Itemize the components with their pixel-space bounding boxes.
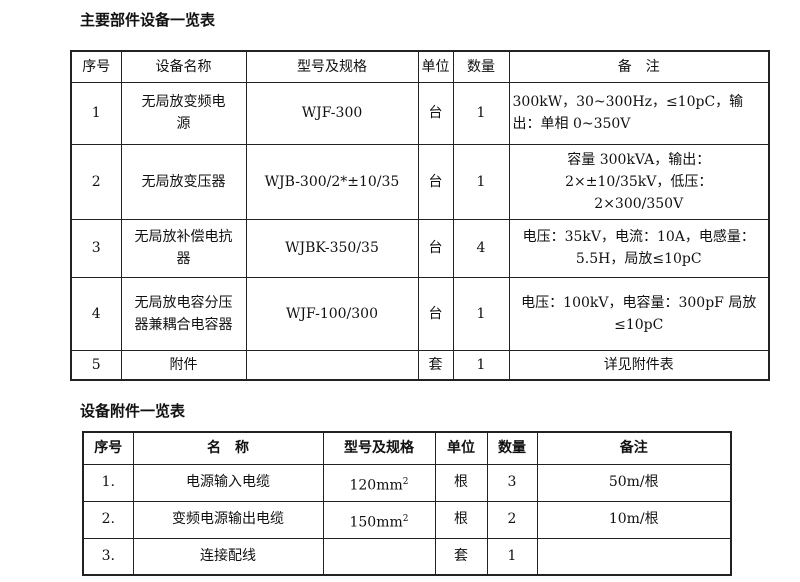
cell-qty: 1 [452, 349, 510, 381]
cell-unit: 台 [417, 143, 454, 220]
cell-model: WJBK-350/35 [245, 218, 419, 278]
cell-name: 无局放补偿电抗器 [120, 218, 247, 278]
cell-name: 连接配线 [132, 537, 324, 576]
header-cell: 序号 [70, 50, 122, 83]
cell-unit: 套 [434, 537, 488, 576]
cell-model [322, 537, 436, 576]
cell-no: 2. [82, 500, 134, 539]
cell-name: 无局放电容分压器兼耦合电容器 [120, 276, 247, 351]
header-cell: 备 注 [508, 50, 770, 83]
cell-qty: 1 [452, 143, 510, 220]
accessory-table-title: 设备附件一览表 [80, 402, 186, 420]
table-row: 3 无局放补偿电抗器 WJBK-350/35 台 4 电压：35kV，电流：10… [70, 218, 770, 278]
cell-qty: 2 [486, 500, 538, 539]
cell-name: 变频电源输出电缆 [132, 500, 324, 539]
cell-model: WJF-100/300 [245, 276, 419, 351]
header-cell: 数量 [486, 431, 538, 465]
cell-unit: 台 [417, 81, 454, 145]
header-cell: 型号及规格 [322, 431, 436, 465]
cell-name: 无局放变压器 [120, 143, 247, 220]
cell-qty: 1 [452, 81, 510, 145]
model-superscript: 2 [402, 513, 409, 524]
cell-note: 电压：100kV，电容量：300pF 局放≤10pC [508, 276, 770, 351]
table-row: 5 附件 套 1 详见附件表 [70, 349, 770, 381]
cell-unit: 台 [417, 276, 454, 351]
header-cell: 名 称 [132, 431, 324, 465]
cell-unit: 根 [434, 463, 488, 502]
cell-no: 4 [70, 276, 122, 351]
header-cell: 备注 [536, 431, 732, 465]
cell-model: 120mm2 [322, 463, 436, 502]
table-row: 2. 变频电源输出电缆 150mm2 根 2 10m/根 [82, 500, 732, 539]
cell-note: 50m/根 [536, 463, 732, 502]
header-cell: 序号 [82, 431, 134, 465]
cell-note: 10m/根 [536, 500, 732, 539]
table-header-row: 序号 设备名称 型号及规格 单位 数量 备 注 [70, 50, 770, 83]
cell-qty: 1 [486, 537, 538, 576]
cell-model: WJF-300 [245, 81, 419, 145]
cell-no: 5 [70, 349, 122, 381]
cell-unit: 根 [434, 500, 488, 539]
cell-no: 1. [82, 463, 134, 502]
cell-qty: 1 [452, 276, 510, 351]
cell-model: WJB-300/2*±10/35 [245, 143, 419, 220]
header-cell: 单位 [434, 431, 488, 465]
cell-no: 1 [70, 81, 122, 145]
cell-qty: 4 [452, 218, 510, 278]
cell-model: 150mm2 [322, 500, 436, 539]
model-text: 150mm [349, 514, 403, 531]
table-row: 2 无局放变压器 WJB-300/2*±10/35 台 1 容量 300kVA，… [70, 143, 770, 220]
cell-no: 2 [70, 143, 122, 220]
cell-name: 电源输入电缆 [132, 463, 324, 502]
cell-unit: 套 [417, 349, 454, 381]
model-superscript: 2 [402, 476, 409, 487]
table-row: 1. 电源输入电缆 120mm2 根 3 50m/根 [82, 463, 732, 502]
cell-no: 3 [70, 218, 122, 278]
table-header-row: 序号 名 称 型号及规格 单位 数量 备注 [82, 431, 732, 465]
main-equipment-table: 序号 设备名称 型号及规格 单位 数量 备 注 1 无局放变频电源 WJF-30… [70, 50, 770, 381]
cell-note: 详见附件表 [508, 349, 770, 381]
table-row: 1 无局放变频电源 WJF-300 台 1 300kW，30~300Hz，≤10… [70, 81, 770, 145]
model-text: 120mm [349, 477, 403, 494]
table-row: 4 无局放电容分压器兼耦合电容器 WJF-100/300 台 1 电压：100k… [70, 276, 770, 351]
header-cell: 设备名称 [120, 50, 247, 83]
header-cell: 型号及规格 [245, 50, 419, 83]
header-cell: 数量 [452, 50, 510, 83]
main-table-title: 主要部件设备一览表 [80, 11, 216, 29]
table-row: 3. 连接配线 套 1 [82, 537, 732, 576]
cell-name: 无局放变频电源 [120, 81, 247, 145]
cell-no: 3. [82, 537, 134, 576]
cell-unit: 台 [417, 218, 454, 278]
cell-note: 300kW，30~300Hz，≤10pC，输出：单相 0~350V [508, 81, 770, 145]
accessory-table: 序号 名 称 型号及规格 单位 数量 备注 1. 电源输入电缆 120mm2 根… [82, 431, 732, 576]
cell-note: 电压：35kV，电流：10A，电感量：5.5H，局放≤10pC [508, 218, 770, 278]
cell-note: 容量 300kVA，输出：2×±10/35kV，低压：2×300/350V [508, 143, 770, 220]
cell-model [245, 349, 419, 381]
cell-note [536, 537, 732, 576]
cell-name: 附件 [120, 349, 247, 381]
cell-qty: 3 [486, 463, 538, 502]
header-cell: 单位 [417, 50, 454, 83]
